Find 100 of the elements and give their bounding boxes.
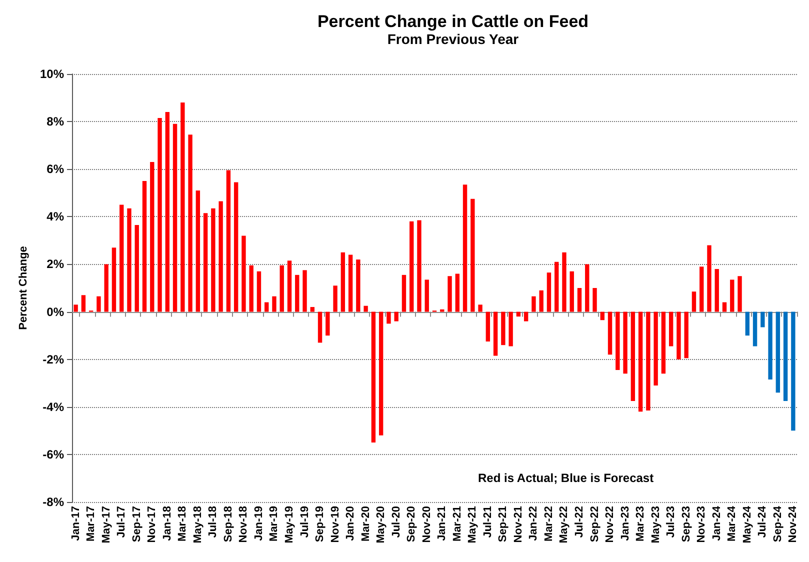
x-tick-label: Jan-22	[528, 506, 540, 541]
bar	[180, 102, 185, 312]
x-tick-label: Jul-24	[756, 505, 769, 538]
bar	[127, 208, 132, 312]
bar	[440, 309, 444, 312]
x-tick-label: May-18	[192, 506, 204, 544]
x-tick-label: Nov-17	[146, 506, 158, 543]
y-tick-label: 8%	[46, 114, 64, 129]
bar	[417, 220, 422, 312]
bar	[74, 304, 78, 312]
bar	[280, 265, 284, 312]
bar	[188, 134, 192, 312]
y-tick-label: 10%	[40, 67, 64, 81]
bar	[455, 274, 460, 312]
x-tick-label: Jan-21	[436, 506, 448, 541]
x-tick-label: Mar-19	[268, 506, 280, 542]
bar	[272, 296, 276, 312]
bar	[638, 312, 643, 412]
bar	[356, 259, 360, 312]
bar	[707, 245, 712, 312]
x-tick-label: Jul-23	[665, 506, 678, 538]
bar	[668, 312, 674, 346]
x-tick-label: Sep-20	[406, 506, 418, 542]
bar	[478, 304, 482, 312]
bar	[326, 312, 330, 336]
x-tick-label: Mar-20	[360, 506, 372, 542]
x-tick-label: Nov-23	[696, 506, 708, 543]
x-tick-label: Sep-21	[497, 506, 510, 542]
bar	[554, 262, 559, 312]
x-tick-label: Sep-24	[772, 505, 784, 542]
x-tick-label: Sep-23	[680, 506, 692, 542]
bar	[768, 312, 772, 380]
x-tick-label: Jul-17	[116, 506, 128, 538]
bar	[96, 296, 101, 312]
bar	[791, 312, 796, 431]
bar	[676, 312, 681, 360]
bar	[470, 198, 475, 312]
bar	[256, 271, 262, 312]
bar	[410, 221, 414, 312]
y-axis-title: Percent Change	[18, 246, 30, 330]
annotation: Red is Actual; Blue is Forecast	[478, 471, 654, 485]
bar	[242, 236, 246, 312]
x-tick-label: Nov-19	[329, 506, 342, 543]
y-tick-label: 6%	[46, 162, 64, 176]
bar	[394, 312, 398, 322]
bar	[532, 296, 536, 312]
chart-subtitle: From Previous Year	[387, 31, 520, 47]
x-tick-label: May-17	[100, 506, 112, 544]
bar	[211, 208, 216, 312]
bar	[516, 312, 521, 317]
bar	[196, 190, 200, 312]
chart-title: Percent Change in Cattle on Feed	[317, 12, 589, 31]
x-tick-label: Jan-19	[252, 506, 265, 541]
bar	[264, 302, 269, 312]
bar	[730, 280, 734, 312]
x-tick-label: Nov-18	[238, 506, 250, 543]
x-tick-label: Jan-17	[70, 506, 82, 541]
bar	[608, 312, 612, 355]
bar	[172, 124, 178, 312]
bar	[752, 312, 758, 346]
bar	[486, 312, 490, 342]
x-tick-label: Jan-23	[619, 506, 632, 541]
y-tick-label: 0%	[46, 304, 64, 319]
bar	[562, 252, 566, 312]
x-tick-label: Jan-20	[344, 506, 357, 541]
x-tick-label: Mar-17	[85, 506, 98, 542]
bar	[539, 290, 544, 312]
bar	[776, 312, 780, 393]
bar	[585, 264, 590, 312]
bar	[364, 306, 368, 312]
bar	[81, 295, 86, 312]
x-tick-label: May-21	[466, 506, 479, 544]
bar	[424, 280, 429, 312]
bar	[203, 213, 208, 312]
bar	[134, 224, 139, 312]
x-tick-label: Jan-18	[161, 506, 174, 541]
x-tick-label: Nov-22	[604, 506, 616, 543]
bar	[692, 292, 696, 312]
bar	[302, 270, 307, 312]
bar	[714, 268, 719, 312]
x-tick-label: Nov-24	[787, 505, 800, 543]
bar	[661, 312, 666, 374]
bar	[760, 312, 765, 328]
x-tick-label: Sep-17	[130, 506, 143, 542]
y-tick-label: -6%	[42, 447, 64, 462]
bar	[120, 204, 124, 312]
x-tick-label: Jul-21	[482, 506, 494, 538]
y-tick-label: 2%	[46, 257, 64, 272]
bar	[684, 312, 688, 358]
y-tick-label: -2%	[42, 352, 64, 366]
x-tick-label: May-24	[741, 505, 754, 544]
x-tick-label: Jul-22	[574, 506, 586, 538]
x-tick-label: Mar-21	[451, 506, 464, 542]
x-tick-label: Nov-21	[512, 506, 524, 543]
x-tick-label: Mar-22	[542, 506, 555, 542]
bar	[310, 307, 314, 312]
bar	[462, 184, 468, 312]
bar	[623, 312, 628, 374]
y-tick-label: 4%	[46, 210, 64, 224]
bar	[448, 276, 452, 312]
